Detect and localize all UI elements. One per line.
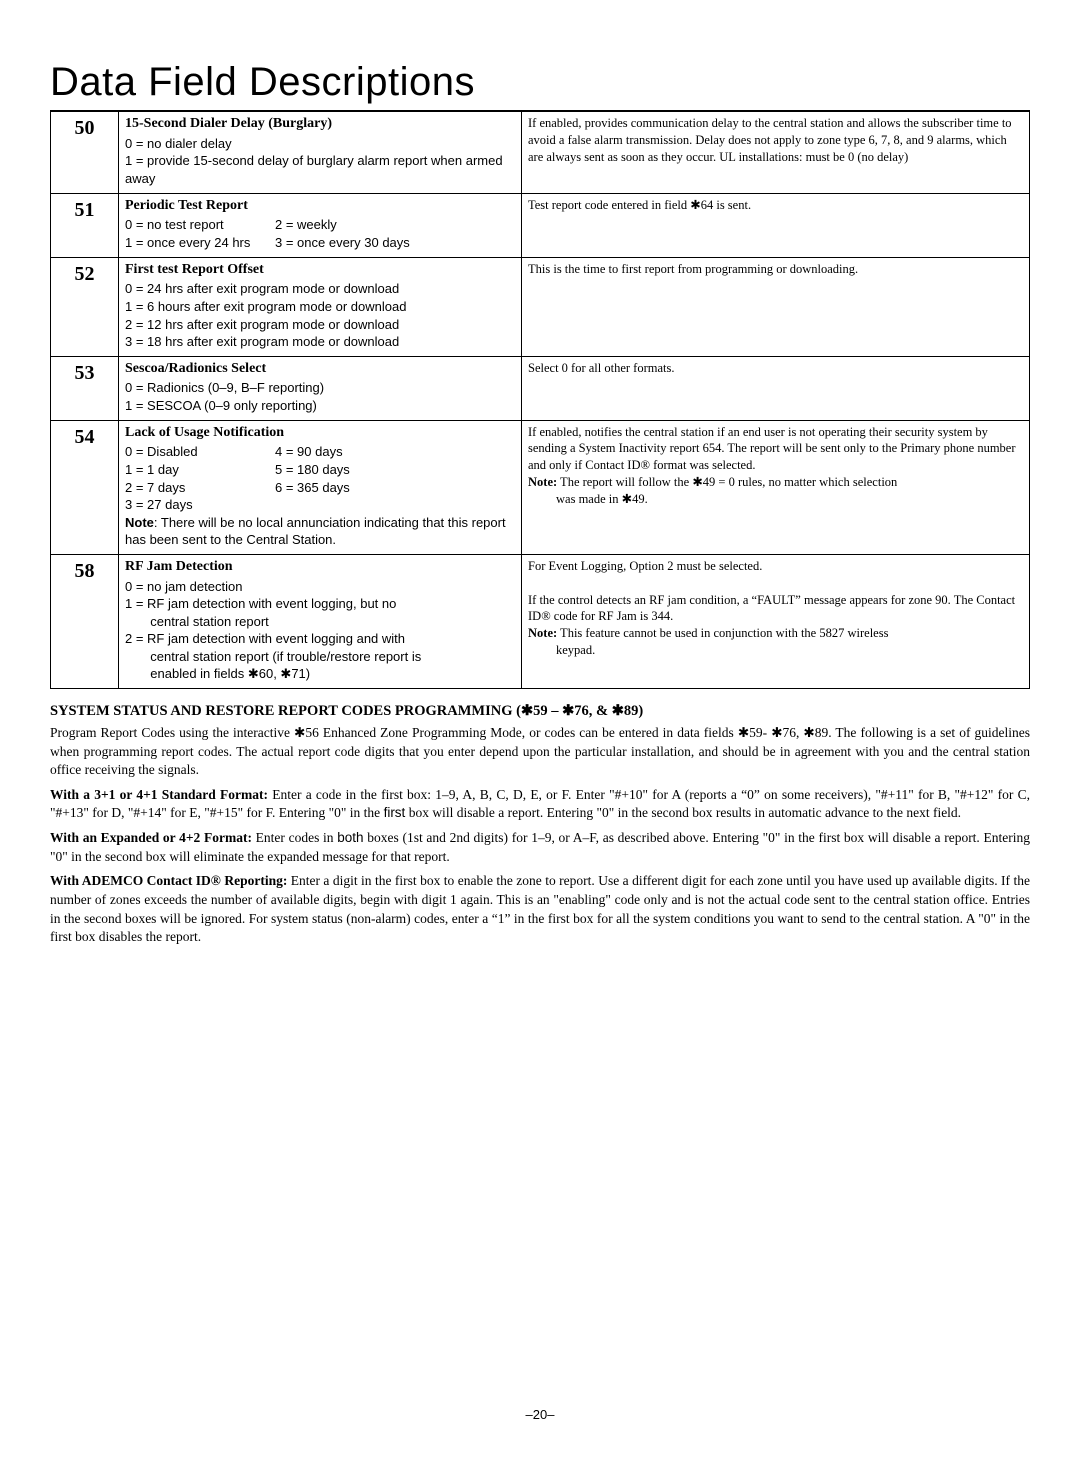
field-number: 51	[51, 193, 119, 257]
table-row: 58RF Jam Detection0 = no jam detection1 …	[51, 554, 1030, 688]
field-description: 15-Second Dialer Delay (Burglary)0 = no …	[119, 112, 522, 194]
field-number: 50	[51, 112, 119, 194]
field-note: This is the time to first report from pr…	[522, 257, 1030, 356]
table-row: 5015-Second Dialer Delay (Burglary)0 = n…	[51, 112, 1030, 194]
body-paragraph: With a 3+1 or 4+1 Standard Format: Enter…	[50, 786, 1030, 823]
field-number: 52	[51, 257, 119, 356]
page-title: Data Field Descriptions	[50, 60, 1030, 105]
field-number: 53	[51, 356, 119, 420]
field-description: Lack of Usage Notification0 = Disabled1 …	[119, 420, 522, 554]
field-description: First test Report Offset0 = 24 hrs after…	[119, 257, 522, 356]
field-note: If enabled, provides communication delay…	[522, 112, 1030, 194]
table-row: 53Sescoa/Radionics Select0 = Radionics (…	[51, 356, 1030, 420]
field-number: 54	[51, 420, 119, 554]
field-note: For Event Logging, Option 2 must be sele…	[522, 554, 1030, 688]
body-paragraph: Program Report Codes using the interacti…	[50, 724, 1030, 780]
field-description: Sescoa/Radionics Select0 = Radionics (0–…	[119, 356, 522, 420]
field-number: 58	[51, 554, 119, 688]
table-row: 52First test Report Offset0 = 24 hrs aft…	[51, 257, 1030, 356]
field-description: RF Jam Detection0 = no jam detection1 = …	[119, 554, 522, 688]
body-paragraph: With ADEMCO Contact ID® Reporting: Enter…	[50, 872, 1030, 947]
field-description: Periodic Test Report0 = no test report1 …	[119, 193, 522, 257]
body-paragraph: With an Expanded or 4+2 Format: Enter co…	[50, 829, 1030, 866]
page-number: –20–	[50, 1407, 1030, 1422]
table-row: 54Lack of Usage Notification0 = Disabled…	[51, 420, 1030, 554]
data-field-table: 5015-Second Dialer Delay (Burglary)0 = n…	[50, 111, 1030, 689]
section-heading: SYSTEM STATUS AND RESTORE REPORT CODES P…	[50, 703, 1030, 720]
field-note: If enabled, notifies the central station…	[522, 420, 1030, 554]
table-row: 51Periodic Test Report0 = no test report…	[51, 193, 1030, 257]
field-note: Select 0 for all other formats.	[522, 356, 1030, 420]
field-note: Test report code entered in field ✱64 is…	[522, 193, 1030, 257]
